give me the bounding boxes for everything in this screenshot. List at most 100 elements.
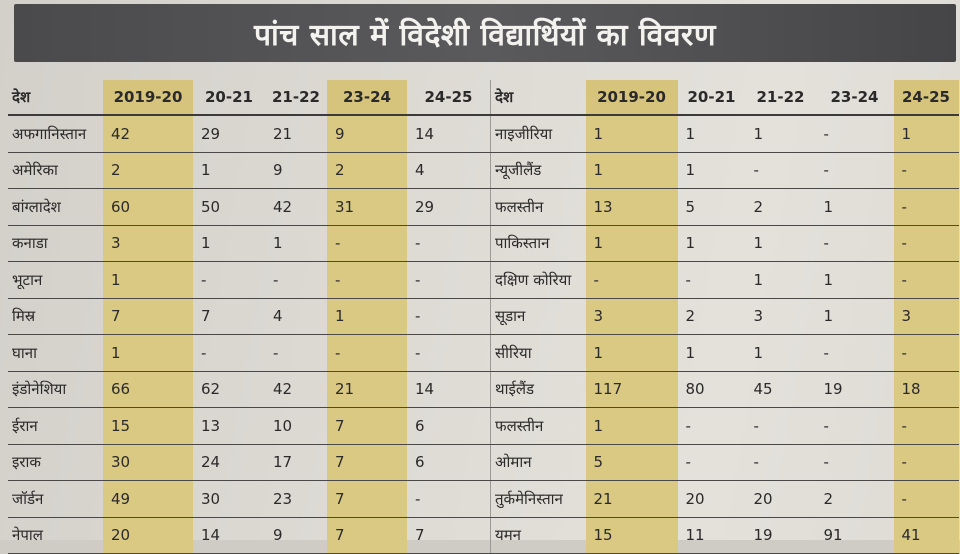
tables-area: देश 2019-20 20-21 21-22 23-24 24-25 अफगानिस्ता… bbox=[8, 80, 959, 554]
value-cell: 20 bbox=[745, 480, 816, 518]
value-cell: 50 bbox=[193, 188, 265, 226]
value-cell: - bbox=[815, 444, 894, 481]
value-cell: 11 bbox=[677, 517, 746, 554]
value-cell: - bbox=[407, 261, 490, 299]
value-cell: - bbox=[815, 115, 894, 153]
value-cell: 21 bbox=[265, 115, 327, 153]
value-cell: - bbox=[815, 407, 894, 445]
country-cell: ओमान bbox=[490, 444, 586, 481]
value-cell: 1 bbox=[745, 334, 816, 372]
value-cell: 5 bbox=[677, 188, 746, 226]
country-cell: फलस्तीन bbox=[490, 407, 586, 445]
value-cell: 1 bbox=[193, 152, 265, 189]
title-banner: पांच साल में विदेशी विद्यार्थियों का विव… bbox=[14, 4, 956, 62]
table-row: तुर्कमेनिस्तान 21 20 20 2- bbox=[490, 480, 959, 518]
value-cell: 2 bbox=[327, 152, 407, 189]
value-cell: 23 bbox=[265, 480, 327, 518]
country-cell: पाकिस्तान bbox=[490, 225, 586, 262]
value-cell: 29 bbox=[193, 115, 265, 153]
value-cell: 7 bbox=[407, 517, 490, 554]
table-row: पाकिस्तान 1 1 1- - bbox=[490, 225, 959, 262]
value-cell: 1 bbox=[677, 152, 746, 189]
value-cell: 1 bbox=[745, 115, 816, 153]
right-table: देश 2019-20 20-21 21-22 23-24 24-25 नाइजीरिया 1… bbox=[490, 80, 959, 554]
table-row: घाना 1- - - - bbox=[8, 334, 490, 372]
value-cell: 91 bbox=[815, 517, 894, 554]
value-cell: - bbox=[893, 480, 959, 518]
table-row: बांग्लादेश 60 50 42 31 29 bbox=[8, 188, 490, 226]
value-cell: 1 bbox=[585, 334, 678, 372]
country-cell: मिस्र bbox=[8, 298, 103, 335]
table-row: ओमान 5- - - - bbox=[490, 444, 959, 481]
country-cell: अफगानिस्तान bbox=[8, 115, 103, 153]
value-cell: 30 bbox=[193, 480, 265, 518]
page-title: पांच साल में विदेशी विद्यार्थियों का विव… bbox=[253, 17, 717, 53]
value-cell: 60 bbox=[103, 188, 193, 226]
value-cell: - bbox=[893, 225, 959, 262]
value-cell: 66 bbox=[103, 371, 193, 408]
country-cell: सूडान bbox=[490, 298, 586, 335]
value-cell: 1 bbox=[815, 188, 894, 226]
country-cell: तुर्कमेनिस्तान bbox=[490, 480, 586, 518]
table-row: फलस्तीन 1- - - - bbox=[490, 407, 959, 445]
value-cell: 45 bbox=[745, 371, 816, 408]
value-cell: 1 bbox=[585, 225, 678, 262]
value-cell: 4 bbox=[265, 298, 327, 335]
value-cell: 1 bbox=[103, 334, 193, 372]
value-cell: 7 bbox=[327, 444, 407, 481]
table-row: दक्षिण कोरिया - -1 1- bbox=[490, 261, 959, 299]
country-cell: इराक bbox=[8, 444, 103, 481]
table-row: भूटान 1- - - - bbox=[8, 261, 490, 299]
value-cell: - bbox=[407, 225, 490, 262]
country-cell: न्यूजीलैंड bbox=[490, 152, 586, 189]
header-year: 23-24 bbox=[327, 80, 407, 116]
value-cell: - bbox=[265, 261, 327, 299]
value-cell: 1 bbox=[265, 225, 327, 262]
value-cell: 31 bbox=[327, 188, 407, 226]
value-cell: 14 bbox=[193, 517, 265, 554]
value-cell: - bbox=[407, 334, 490, 372]
value-cell: - bbox=[407, 298, 490, 335]
value-cell: 7 bbox=[327, 407, 407, 445]
value-cell: 1 bbox=[677, 115, 746, 153]
country-cell: घाना bbox=[8, 334, 103, 372]
table-row: न्यूजीलैंड 1 1- - - bbox=[490, 152, 959, 189]
country-cell: भूटान bbox=[8, 261, 103, 299]
value-cell: - bbox=[893, 444, 959, 481]
value-cell: 9 bbox=[265, 152, 327, 189]
value-cell: - bbox=[327, 334, 407, 372]
header-country: देश bbox=[8, 80, 103, 116]
value-cell: 1 bbox=[893, 115, 959, 153]
table-row: इंडोनेशिया 66 62 42 21 14 bbox=[8, 371, 490, 408]
table-row: फलस्तीन 13 5 2 1- bbox=[490, 188, 959, 226]
value-cell: 21 bbox=[327, 371, 407, 408]
country-cell: फलस्तीन bbox=[490, 188, 586, 226]
value-cell: 42 bbox=[265, 371, 327, 408]
table-row: ईरान 15 13 10 7 6 bbox=[8, 407, 490, 445]
value-cell: 3 bbox=[893, 298, 959, 335]
value-cell: - bbox=[815, 334, 894, 372]
table-row: नाइजीरिया 1 1 1-1 bbox=[490, 115, 959, 153]
value-cell: 7 bbox=[327, 480, 407, 518]
value-cell: 19 bbox=[815, 371, 894, 408]
value-cell: - bbox=[745, 152, 816, 189]
header-country: देश bbox=[490, 80, 586, 116]
header-year: 21-22 bbox=[265, 80, 327, 116]
value-cell: 29 bbox=[407, 188, 490, 226]
country-cell: बांग्लादेश bbox=[8, 188, 103, 226]
country-cell: थाईलैंड bbox=[490, 371, 586, 408]
value-cell: - bbox=[407, 480, 490, 518]
header-year: 2019-20 bbox=[103, 80, 193, 116]
value-cell: 42 bbox=[103, 115, 193, 153]
value-cell: 1 bbox=[585, 115, 678, 153]
value-cell: 3 bbox=[103, 225, 193, 262]
value-cell: 24 bbox=[193, 444, 265, 481]
value-cell: - bbox=[893, 334, 959, 372]
value-cell: 1 bbox=[327, 298, 407, 335]
country-cell: अमेरिका bbox=[8, 152, 103, 189]
header-year: 2019-20 bbox=[585, 80, 678, 116]
value-cell: 2 bbox=[677, 298, 746, 335]
value-cell: 1 bbox=[585, 407, 678, 445]
header-year: 20-21 bbox=[677, 80, 746, 116]
value-cell: - bbox=[815, 152, 894, 189]
